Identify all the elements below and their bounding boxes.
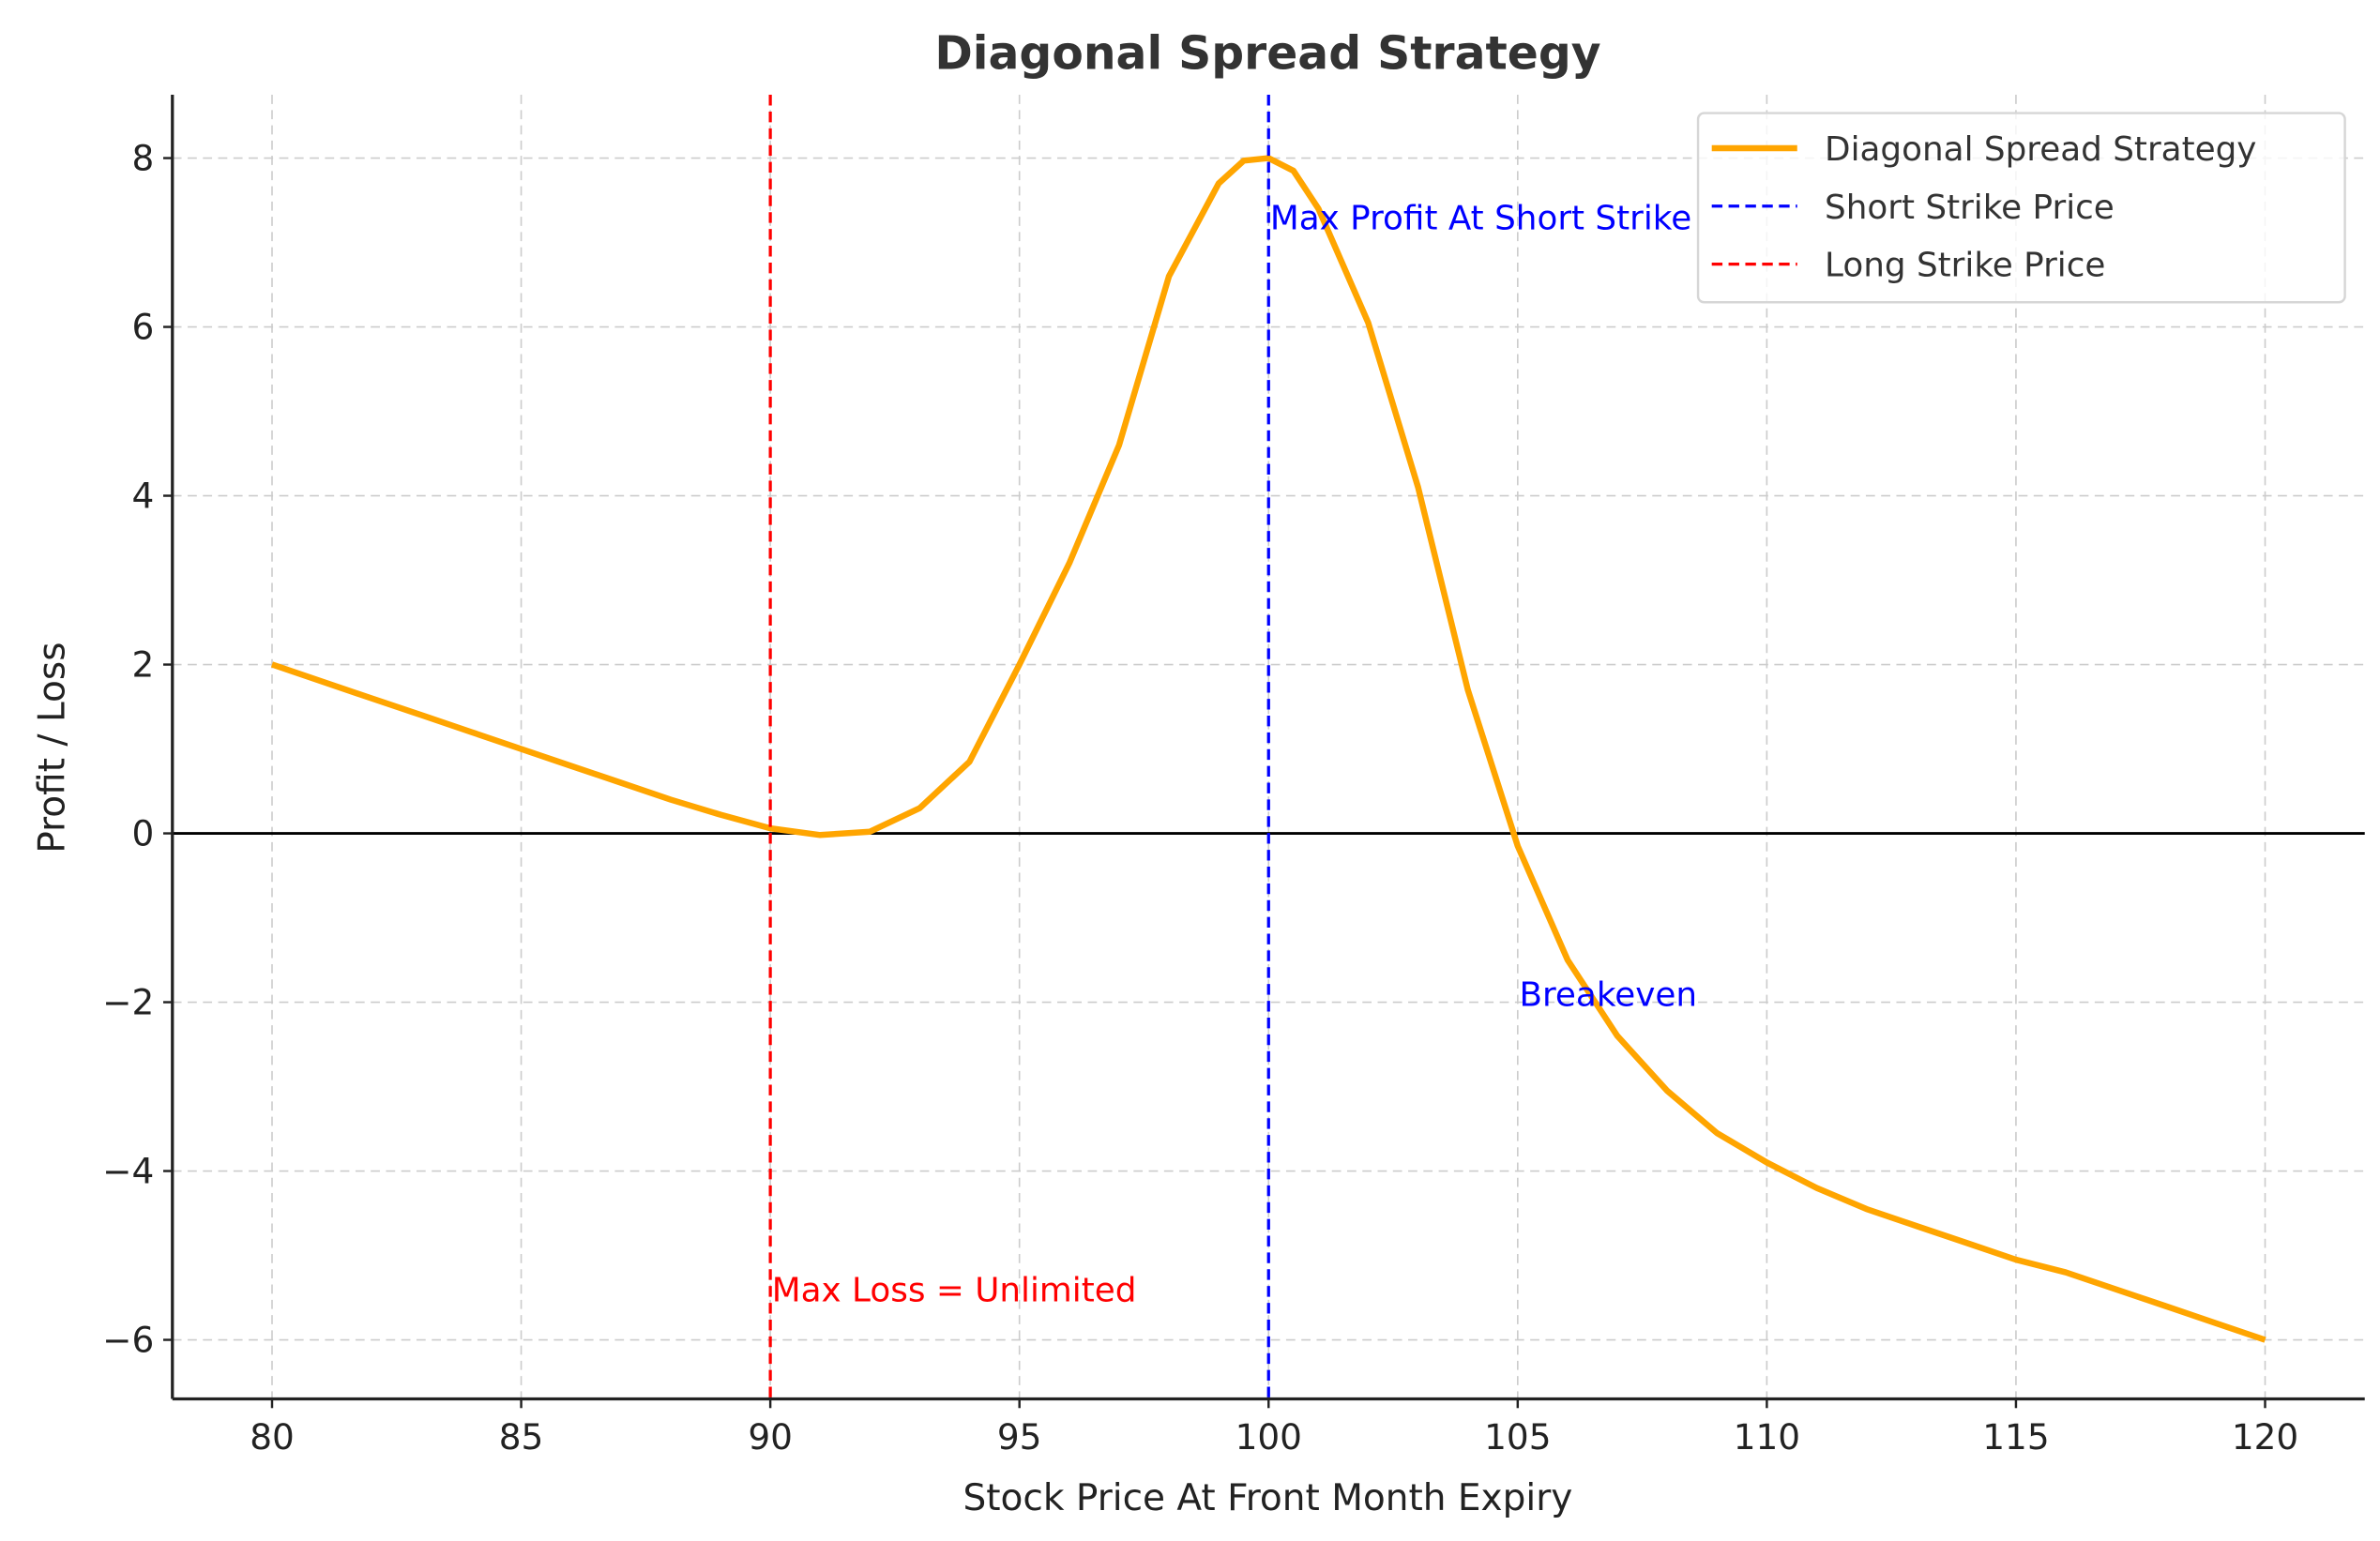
x-tick-label: 100 (1235, 1416, 1302, 1458)
legend-label: Short Strike Price (1825, 189, 2115, 227)
x-tick-label: 80 (250, 1416, 295, 1458)
x-axis-label: Stock Price At Front Month Expiry (963, 1477, 1572, 1519)
x-tick-label: 90 (748, 1416, 793, 1458)
legend-box (1696, 112, 2346, 304)
legend: Diagonal Spread Strategy Short Strike Pri… (1696, 112, 2346, 304)
y-tick-label: 2 (131, 644, 154, 686)
legend-label: Diagonal Spread Strategy (1825, 130, 2256, 169)
x-tick-label: 120 (2232, 1416, 2298, 1458)
y-tick-label: 4 (131, 476, 154, 517)
y-tick-label: −4 (102, 1151, 154, 1192)
x-tick-label: 95 (997, 1416, 1042, 1458)
y-tick-label: −6 (102, 1320, 154, 1361)
x-tick-label: 105 (1484, 1416, 1551, 1458)
y-tick-label: 0 (131, 813, 154, 854)
y-tick-label: 6 (131, 307, 154, 348)
legend-label: Long Strike Price (1825, 247, 2105, 285)
y-tick-label: 8 (131, 138, 154, 179)
x-tick-label: 85 (499, 1416, 544, 1458)
profit-loss-line (270, 155, 2266, 1343)
y-tick-label: −2 (102, 982, 154, 1023)
annotation: Breakeven (1519, 976, 1697, 1015)
x-tick-label: 110 (1734, 1416, 1800, 1458)
x-tick-label: 115 (1982, 1416, 2049, 1458)
annotation: Max Loss = Unlimited (772, 1272, 1137, 1310)
annotation: Max Profit At Short Strike (1270, 200, 1691, 238)
chart-title: Diagonal Spread Strategy (934, 26, 1600, 80)
y-axis-label: Profit / Loss (31, 642, 73, 853)
